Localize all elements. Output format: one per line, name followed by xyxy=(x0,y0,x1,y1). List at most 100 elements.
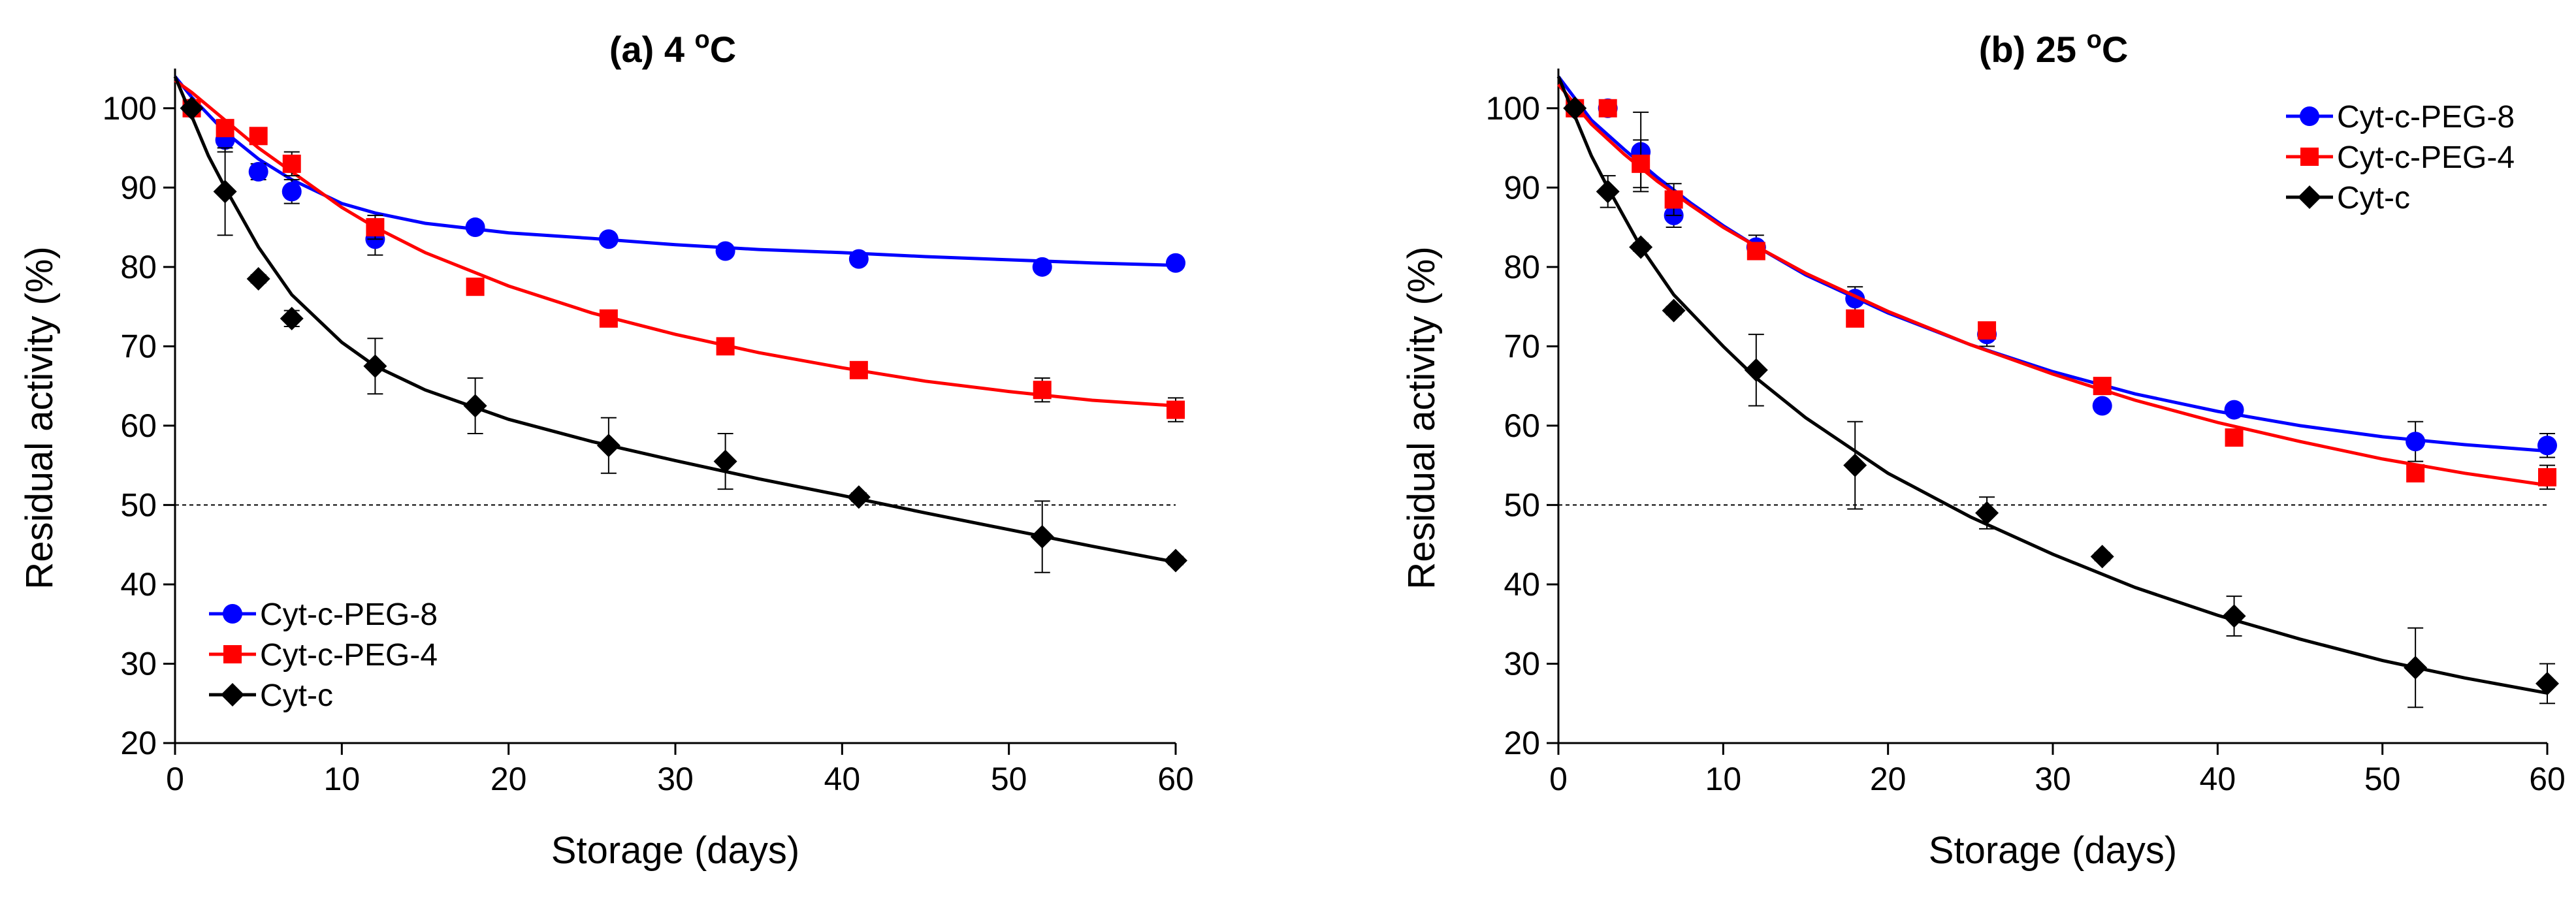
chart-b-series-cyt-c-point xyxy=(1563,96,1587,120)
chart-a-x-tick-label: 60 xyxy=(1157,761,1194,797)
chart-b-x-tick-label: 0 xyxy=(1549,761,1568,797)
chart-panel-a: (a) 4 oC Residual activity (%) Storage (… xyxy=(18,26,799,872)
chart-a-y-tick-label: 70 xyxy=(120,328,157,364)
chart-a-series-cyt-c-point xyxy=(713,449,737,473)
chart-b-series-cyt-c-peg-4-point xyxy=(2538,468,2556,486)
chart-b-series-cyt-c-point xyxy=(2536,671,2559,695)
chart-a-y-tick-label: 60 xyxy=(120,407,157,444)
chart-a-series-cyt-c-peg-8-point xyxy=(248,161,268,182)
chart-a-series-cyt-c-peg-4 xyxy=(174,79,1185,422)
chart-a-series-cyt-c-point xyxy=(246,267,270,291)
chart-b-series-cyt-c-point xyxy=(1843,453,1867,477)
chart-b-series-cyt-c-fit-line xyxy=(1556,76,2548,695)
chart-a-series-cyt-c-peg-8-fit-line xyxy=(174,75,1176,267)
chart-b-legend-item: Cyt-c xyxy=(2286,181,2410,215)
chart-a-series-cyt-c-point xyxy=(596,434,620,458)
chart-b-y-tick-label: 40 xyxy=(1504,566,1540,603)
chart-b-series-cyt-c-peg-8-point xyxy=(2537,436,2557,456)
chart-b-series-cyt-c-peg-4-point xyxy=(2406,464,2425,483)
chart-a-series-cyt-c-point xyxy=(1164,548,1187,573)
chart-b-series-cyt-c-peg-4-point xyxy=(1846,309,1865,328)
chart-a-legend-label: Cyt-c-PEG-4 xyxy=(260,638,438,673)
chart-b-series-cyt-c-peg-4-point xyxy=(1747,242,1765,261)
chart-b-x-tick-label: 10 xyxy=(1705,761,1742,797)
chart-a-series-cyt-c-peg-8-point xyxy=(282,182,302,202)
chart-panel-b: (b) 25 oC Residual activity (%) Storage … xyxy=(1400,26,2177,872)
chart-a-plot: 20 30 40 50 60 70 80 90 100 0 10 20 30 40 50 60 Cyt-c-PE… xyxy=(103,69,1194,797)
chart-a-series-cyt-c-peg-8-point xyxy=(598,229,619,249)
chart-b-series-cyt-c-peg-8-point xyxy=(2406,432,2426,452)
chart-b-series-cyt-c-peg-4-point xyxy=(2225,428,2244,447)
chart-b-y-tick-label: 30 xyxy=(1504,645,1540,682)
chart-b-legend-label: Cyt-c-PEG-4 xyxy=(2337,140,2515,175)
chart-a-series-cyt-c-peg-8-point xyxy=(465,217,485,238)
chart-a-series-cyt-c-point xyxy=(1030,525,1054,549)
chart-b-series-cyt-c-peg-4-point xyxy=(1632,154,1650,173)
chart-b-legend-label: Cyt-c xyxy=(2337,181,2410,215)
chart-b-legend-marker xyxy=(2298,185,2321,209)
chart-a-series-cyt-c-peg-4-fit-line xyxy=(174,79,1176,407)
chart-a-legend-item: Cyt-c-PEG-4 xyxy=(209,638,438,673)
chart-a-series-cyt-c-point xyxy=(363,354,387,378)
chart-b-y-tick-label: 70 xyxy=(1504,328,1540,364)
chart-b-legend-marker xyxy=(2300,148,2319,166)
chart-b-legend-item: Cyt-c-PEG-4 xyxy=(2286,140,2515,175)
chart-b-y-axis-label: Residual activity (%) xyxy=(1400,246,1443,589)
chart-b-series-cyt-c-peg-8-point xyxy=(2092,396,2112,416)
chart-a-legend-label: Cyt-c-PEG-8 xyxy=(260,597,438,632)
chart-a-series-cyt-c-peg-8-point xyxy=(1032,257,1052,277)
chart-b-x-tick-label: 30 xyxy=(2035,761,2071,797)
chart-b-x-tick-label: 60 xyxy=(2529,761,2566,797)
chart-b-series-cyt-c-peg-4-point xyxy=(1664,190,1683,209)
chart-a-y-tick-label: 50 xyxy=(120,486,157,523)
chart-b-series-cyt-c-peg-8-point xyxy=(2224,400,2244,420)
chart-b-series-cyt-c-point xyxy=(2090,545,2114,569)
chart-b-x-tick-label: 20 xyxy=(1870,761,1907,797)
chart-b-series-cyt-c-point xyxy=(1744,358,1768,382)
chart-a-series-cyt-c-peg-4-point xyxy=(849,360,868,379)
chart-a-series-cyt-c-peg-8-point xyxy=(848,249,869,269)
chart-b-y-tick-label: 60 xyxy=(1504,407,1540,444)
chart-b-series-cyt-c xyxy=(1556,76,2559,708)
chart-a-x-tick-label: 50 xyxy=(991,761,1027,797)
chart-b-series-cyt-c-peg-4-point xyxy=(2093,377,2112,396)
chart-a-legend-item: Cyt-c xyxy=(209,678,333,713)
chart-a-legend-label: Cyt-c xyxy=(260,678,333,713)
chart-a-series-cyt-c-point xyxy=(846,485,871,509)
chart-a-x-tick-label: 10 xyxy=(324,761,361,797)
chart-b-series-cyt-c-peg-4-point xyxy=(1598,99,1617,118)
chart-a-series-cyt-c-point xyxy=(180,96,204,120)
chart-a-y-tick-label: 80 xyxy=(120,249,157,285)
chart-b-legend-item: Cyt-c-PEG-8 xyxy=(2286,100,2515,135)
chart-a-series-cyt-c-peg-4-point xyxy=(282,154,301,173)
chart-a-series-cyt-c-peg-8-point xyxy=(1166,253,1185,273)
chart-b-series-cyt-c-point xyxy=(1596,180,1620,204)
chart-b-x-axis-label: Storage (days) xyxy=(1929,829,2177,872)
chart-a-series-cyt-c-peg-4-point xyxy=(466,278,485,296)
chart-a-y-tick-label: 30 xyxy=(120,645,157,682)
chart-a-series-cyt-c xyxy=(173,76,1187,573)
chart-b-legend-marker xyxy=(2300,106,2319,126)
chart-a-y-tick-label: 20 xyxy=(120,725,157,761)
chart-a-title: (a) 4 oC xyxy=(609,26,736,70)
chart-b-series-cyt-c-point xyxy=(1975,501,1999,525)
chart-a-series-cyt-c-point xyxy=(213,180,237,204)
chart-a-series-cyt-c-peg-4-point xyxy=(216,119,234,138)
chart-b-series-cyt-c-point xyxy=(2404,656,2428,680)
chart-b-y-tick-label: 100 xyxy=(1486,90,1540,127)
chart-a-y-tick-label: 40 xyxy=(120,566,157,603)
chart-a-series-cyt-c-fit-line xyxy=(173,76,1176,564)
chart-b-series-cyt-c-peg-4-point xyxy=(1978,321,1997,340)
chart-a-series-cyt-c-peg-4-point xyxy=(366,218,385,237)
chart-a-series-cyt-c-peg-4-point xyxy=(1033,381,1052,400)
chart-a-x-tick-label: 0 xyxy=(166,761,184,797)
chart-b-plot: 20 30 40 50 60 70 80 90 100 0 10 20 30 40 50 60 Cyt-c-PE… xyxy=(1486,69,2566,797)
chart-b-y-tick-label: 20 xyxy=(1504,725,1540,761)
chart-a-series-cyt-c-peg-4-point xyxy=(249,127,268,146)
chart-b-title: (b) 25 oC xyxy=(1979,26,2129,70)
chart-a-series-cyt-c-peg-8 xyxy=(174,75,1185,277)
chart-b-series-cyt-c-point xyxy=(1629,235,1653,259)
chart-a-x-tick-label: 40 xyxy=(824,761,861,797)
chart-a-legend-marker xyxy=(223,645,242,663)
